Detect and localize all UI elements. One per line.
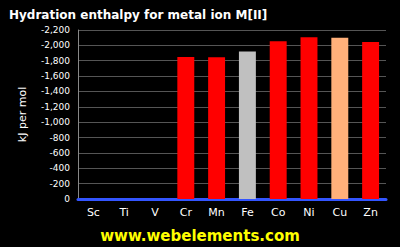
svg-text:Ni: Ni: [303, 206, 314, 219]
svg-text:Fe: Fe: [241, 206, 254, 219]
svg-text:V: V: [151, 206, 159, 219]
svg-text:kJ per mol: kJ per mol: [16, 87, 29, 142]
svg-text:-2,000: -2,000: [41, 40, 70, 50]
svg-text:-1,000: -1,000: [41, 117, 70, 127]
svg-text:-400: -400: [50, 163, 71, 173]
svg-text:www.webelements.com: www.webelements.com: [100, 227, 300, 245]
svg-text:Sc: Sc: [87, 206, 100, 219]
svg-text:Zn: Zn: [363, 206, 378, 219]
svg-text:0: 0: [64, 194, 70, 204]
svg-text:Cu: Cu: [332, 206, 347, 219]
svg-text:-1,600: -1,600: [41, 71, 70, 81]
svg-text:-2,200: -2,200: [41, 25, 70, 35]
svg-text:Cr: Cr: [180, 206, 193, 219]
svg-text:Co: Co: [271, 206, 286, 219]
svg-text:Ti: Ti: [118, 206, 128, 219]
svg-text:-1,200: -1,200: [41, 102, 70, 112]
svg-text:-800: -800: [50, 133, 71, 143]
svg-text:Hydration enthalpy for metal i: Hydration enthalpy for metal ion M[II]: [9, 8, 267, 22]
svg-text:-200: -200: [50, 179, 71, 189]
svg-text:Mn: Mn: [208, 206, 224, 219]
svg-text:-1,400: -1,400: [41, 86, 70, 96]
svg-text:-1,800: -1,800: [41, 56, 70, 66]
svg-text:-600: -600: [50, 148, 71, 158]
